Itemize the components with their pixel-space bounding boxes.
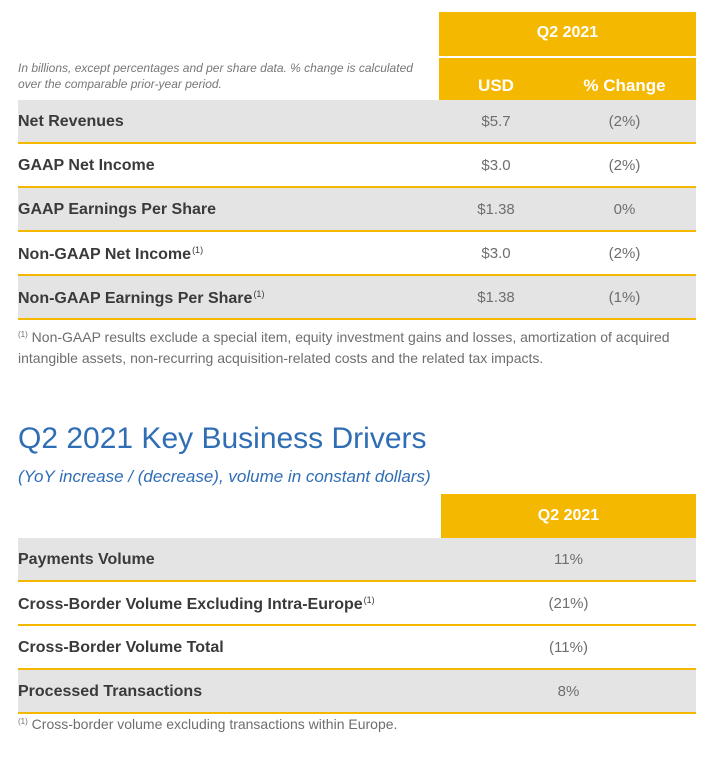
table-row: GAAP Earnings Per Share $1.38 0% bbox=[18, 188, 696, 232]
row-value: 11% bbox=[554, 551, 583, 568]
row-usd-value: $3.0 bbox=[481, 157, 511, 174]
row-usd-value: $1.38 bbox=[477, 289, 515, 306]
section-title: Q2 2021 Key Business Drivers bbox=[18, 422, 427, 455]
footnote-ref: (1) bbox=[253, 289, 265, 299]
table-row: Cross-Border Volume Total (11%) bbox=[18, 626, 696, 670]
row-label: Processed Transactions bbox=[18, 683, 203, 700]
row-change-value: 0% bbox=[613, 201, 636, 218]
footnote-text: Cross-border volume excluding transactio… bbox=[31, 716, 398, 732]
row-label: Net Revenues bbox=[18, 113, 124, 130]
row-change-value: (2%) bbox=[608, 157, 641, 174]
table-row: Processed Transactions 8% bbox=[18, 670, 696, 714]
row-usd-value: $5.7 bbox=[481, 113, 511, 130]
footnote-ref: (1) bbox=[363, 595, 375, 605]
row-label: GAAP Earnings Per Share bbox=[18, 201, 216, 218]
table2-period-header: Q2 2021 bbox=[441, 494, 696, 538]
table-row: Cross-Border Volume Excluding Intra-Euro… bbox=[18, 582, 696, 626]
row-label: Non-GAAP Earnings Per Share(1) bbox=[18, 289, 265, 307]
table1-column-headers: USD % Change bbox=[439, 56, 696, 100]
table-row: GAAP Net Income $3.0 (2%) bbox=[18, 144, 696, 188]
table-row: Payments Volume 11% bbox=[18, 538, 696, 582]
footnote-text: Non-GAAP results exclude a special item,… bbox=[18, 329, 670, 366]
row-value: (21%) bbox=[548, 595, 589, 612]
row-label: Non-GAAP Net Income(1) bbox=[18, 245, 204, 263]
table2-footnote: (1) Cross-border volume excluding transa… bbox=[18, 716, 698, 732]
table1-period-label: Q2 2021 bbox=[536, 24, 599, 41]
row-label: Cross-Border Volume Total bbox=[18, 639, 224, 656]
row-change-value: (2%) bbox=[608, 113, 641, 130]
row-value: (11%) bbox=[549, 639, 588, 656]
table1-period-header: Q2 2021 bbox=[439, 12, 696, 56]
row-change-value: (2%) bbox=[608, 245, 641, 262]
row-change-value: (1%) bbox=[608, 289, 641, 306]
row-usd-value: $3.0 bbox=[481, 245, 511, 262]
row-label: Payments Volume bbox=[18, 551, 155, 568]
table-row: Non-GAAP Net Income(1) $3.0 (2%) bbox=[18, 232, 696, 276]
footnote-ref: (1) bbox=[192, 245, 204, 255]
table-row: Net Revenues $5.7 (2%) bbox=[18, 100, 696, 144]
units-note: In billions, except percentages and per … bbox=[18, 61, 413, 91]
column-change-header: % Change bbox=[583, 76, 666, 95]
table1-footnote: (1) Non-GAAP results exclude a special i… bbox=[18, 324, 708, 369]
row-value: 8% bbox=[557, 683, 580, 700]
row-label: Cross-Border Volume Excluding Intra-Euro… bbox=[18, 595, 375, 613]
footnote-mark: (1) bbox=[18, 330, 28, 339]
column-usd-header: USD bbox=[478, 76, 514, 95]
section-subtitle: (YoY increase / (decrease), volume in co… bbox=[18, 467, 431, 486]
row-usd-value: $1.38 bbox=[477, 201, 515, 218]
row-label: GAAP Net Income bbox=[18, 157, 155, 174]
table2-period-label: Q2 2021 bbox=[537, 507, 600, 524]
table-row: Non-GAAP Earnings Per Share(1) $1.38 (1%… bbox=[18, 276, 696, 320]
footnote-mark: (1) bbox=[18, 717, 28, 726]
